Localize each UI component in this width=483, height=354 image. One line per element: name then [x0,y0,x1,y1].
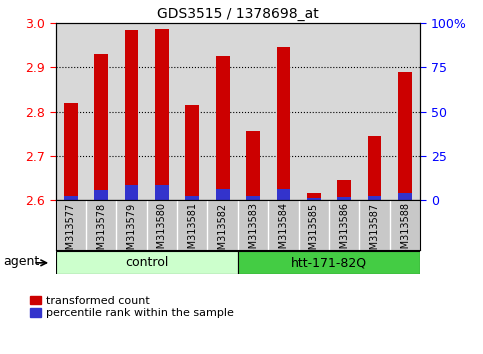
Bar [246,131,260,200]
Bar [216,56,229,200]
Text: GSM313587: GSM313587 [369,202,380,262]
Text: agent: agent [3,255,39,268]
Bar [307,198,321,200]
Bar [94,190,108,200]
Bar [338,180,351,200]
Text: GSM313584: GSM313584 [279,202,288,262]
Bar [56,251,238,274]
Text: GSM313579: GSM313579 [127,202,137,262]
Bar [368,136,382,200]
Bar [155,29,169,200]
Title: GDS3515 / 1378698_at: GDS3515 / 1378698_at [157,7,319,21]
Bar [125,184,138,200]
Bar [64,103,78,200]
Bar [125,30,138,200]
Bar [185,196,199,200]
Bar [64,196,78,200]
Bar [277,189,290,200]
Bar [277,47,290,200]
Text: GSM313578: GSM313578 [96,202,106,262]
Text: GSM313583: GSM313583 [248,202,258,262]
Text: GSM313577: GSM313577 [66,202,76,262]
Bar [338,197,351,200]
Text: GSM313588: GSM313588 [400,202,410,262]
Bar [398,72,412,200]
Bar [368,196,382,200]
Bar [238,251,420,274]
Text: GSM313580: GSM313580 [157,202,167,262]
Text: htt-171-82Q: htt-171-82Q [291,256,367,269]
Bar [185,105,199,200]
Text: control: control [125,256,169,269]
Bar [94,54,108,200]
Bar [246,196,260,200]
Text: GSM313581: GSM313581 [187,202,197,262]
Text: GSM313582: GSM313582 [218,202,227,262]
Text: GSM313586: GSM313586 [339,202,349,262]
Legend: transformed count, percentile rank within the sample: transformed count, percentile rank withi… [30,296,234,318]
Bar [216,189,229,200]
Text: GSM313585: GSM313585 [309,202,319,262]
Bar [307,193,321,200]
Bar [398,193,412,200]
Bar [155,184,169,200]
